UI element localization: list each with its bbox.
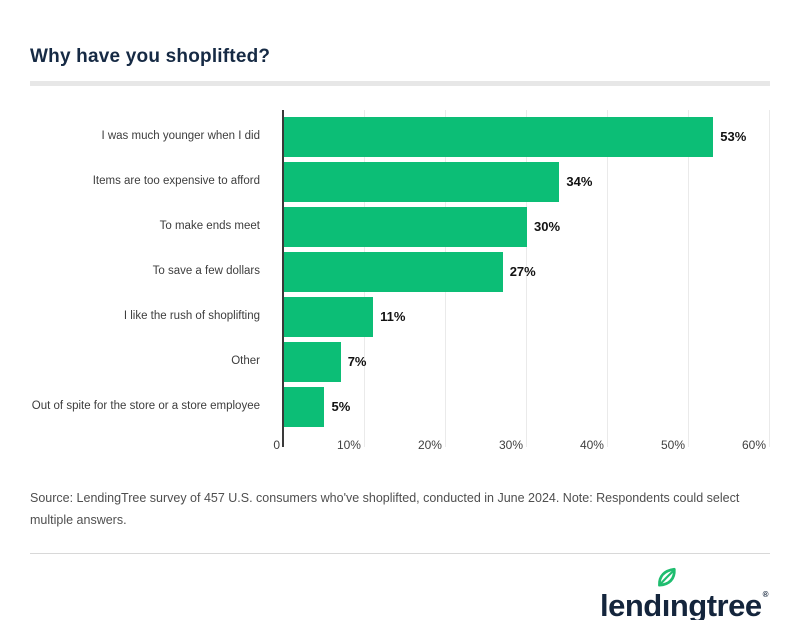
value-label: 7%: [347, 354, 367, 369]
bar-row: To save a few dollars 27%: [30, 249, 770, 294]
category-label: To save a few dollars: [152, 264, 260, 277]
x-tick-label: 0: [273, 438, 280, 452]
logo-i-glyph: ı: [661, 588, 671, 620]
bar: [284, 116, 714, 157]
registered-mark: ®: [762, 590, 769, 599]
category-label: Items are too expensive to afford: [92, 174, 260, 187]
title-divider: [30, 81, 770, 86]
bar-cell: 7%: [284, 341, 770, 382]
x-tick-label: 10%: [336, 438, 361, 452]
x-axis: 0 10% 20% 30% 40% 50% 60%: [30, 435, 770, 459]
lendingtree-logo: lend ıngtree®: [599, 567, 769, 620]
x-tick-label: 30%: [498, 438, 523, 452]
value-label: 11%: [380, 309, 406, 324]
logo-i: ı: [657, 567, 676, 620]
bar-row: Items are too expensive to afford 34%: [30, 159, 770, 204]
chart-rows: I was much younger when I did 53% Items …: [30, 110, 770, 447]
source-note: Source: LendingTree survey of 457 U.S. c…: [30, 491, 740, 527]
bar-cell: 30%: [284, 206, 770, 247]
bar: [284, 161, 560, 202]
value-label: 34%: [566, 174, 593, 189]
bar: [284, 341, 341, 382]
category-label: Out of spite for the store or a store em…: [31, 399, 260, 412]
bar-row: Out of spite for the store or a store em…: [30, 384, 770, 429]
bar-row: Other 7%: [30, 339, 770, 384]
x-tick-label: 60%: [741, 438, 766, 452]
footer-divider: [30, 553, 770, 554]
page-title: Why have you shoplifted?: [30, 46, 271, 67]
category-label: Other: [231, 354, 260, 367]
logo-text-post: ngtree: [669, 588, 762, 620]
bar: [284, 386, 325, 427]
x-axis-ticks: 0 10% 20% 30% 40% 50% 60%: [273, 435, 770, 459]
bar: [284, 206, 527, 247]
leaf-icon: [657, 567, 676, 587]
bar-row: I like the rush of shoplifting 11%: [30, 294, 770, 339]
bar-cell: 53%: [284, 116, 770, 157]
value-label: 30%: [534, 219, 561, 234]
footer: lend ıngtree®: [30, 567, 770, 620]
category-label: I was much younger when I did: [101, 129, 260, 142]
bar-cell: 27%: [284, 251, 770, 292]
x-tick-label: 50%: [660, 438, 685, 452]
value-label: 27%: [509, 264, 536, 279]
bar-row: I was much younger when I did 53%: [30, 114, 770, 159]
value-label: 53%: [720, 129, 747, 144]
content: Why have you shoplifted? I was much youn…: [0, 45, 800, 620]
bar-cell: 5%: [284, 386, 770, 427]
logo-text-pre: lend: [599, 588, 662, 620]
bar-cell: 11%: [284, 296, 770, 337]
category-label: I like the rush of shoplifting: [123, 309, 260, 322]
bar: [284, 251, 503, 292]
x-tick-label: 40%: [579, 438, 604, 452]
bar-chart: I was much younger when I did 53% Items …: [30, 110, 770, 459]
category-label: To make ends meet: [159, 219, 260, 232]
y-axis-line: [282, 110, 284, 447]
bar-cell: 34%: [284, 161, 770, 202]
x-tick-label: 20%: [417, 438, 442, 452]
value-label: 5%: [331, 399, 351, 414]
bar: [284, 296, 374, 337]
bar-row: To make ends meet 30%: [30, 204, 770, 249]
